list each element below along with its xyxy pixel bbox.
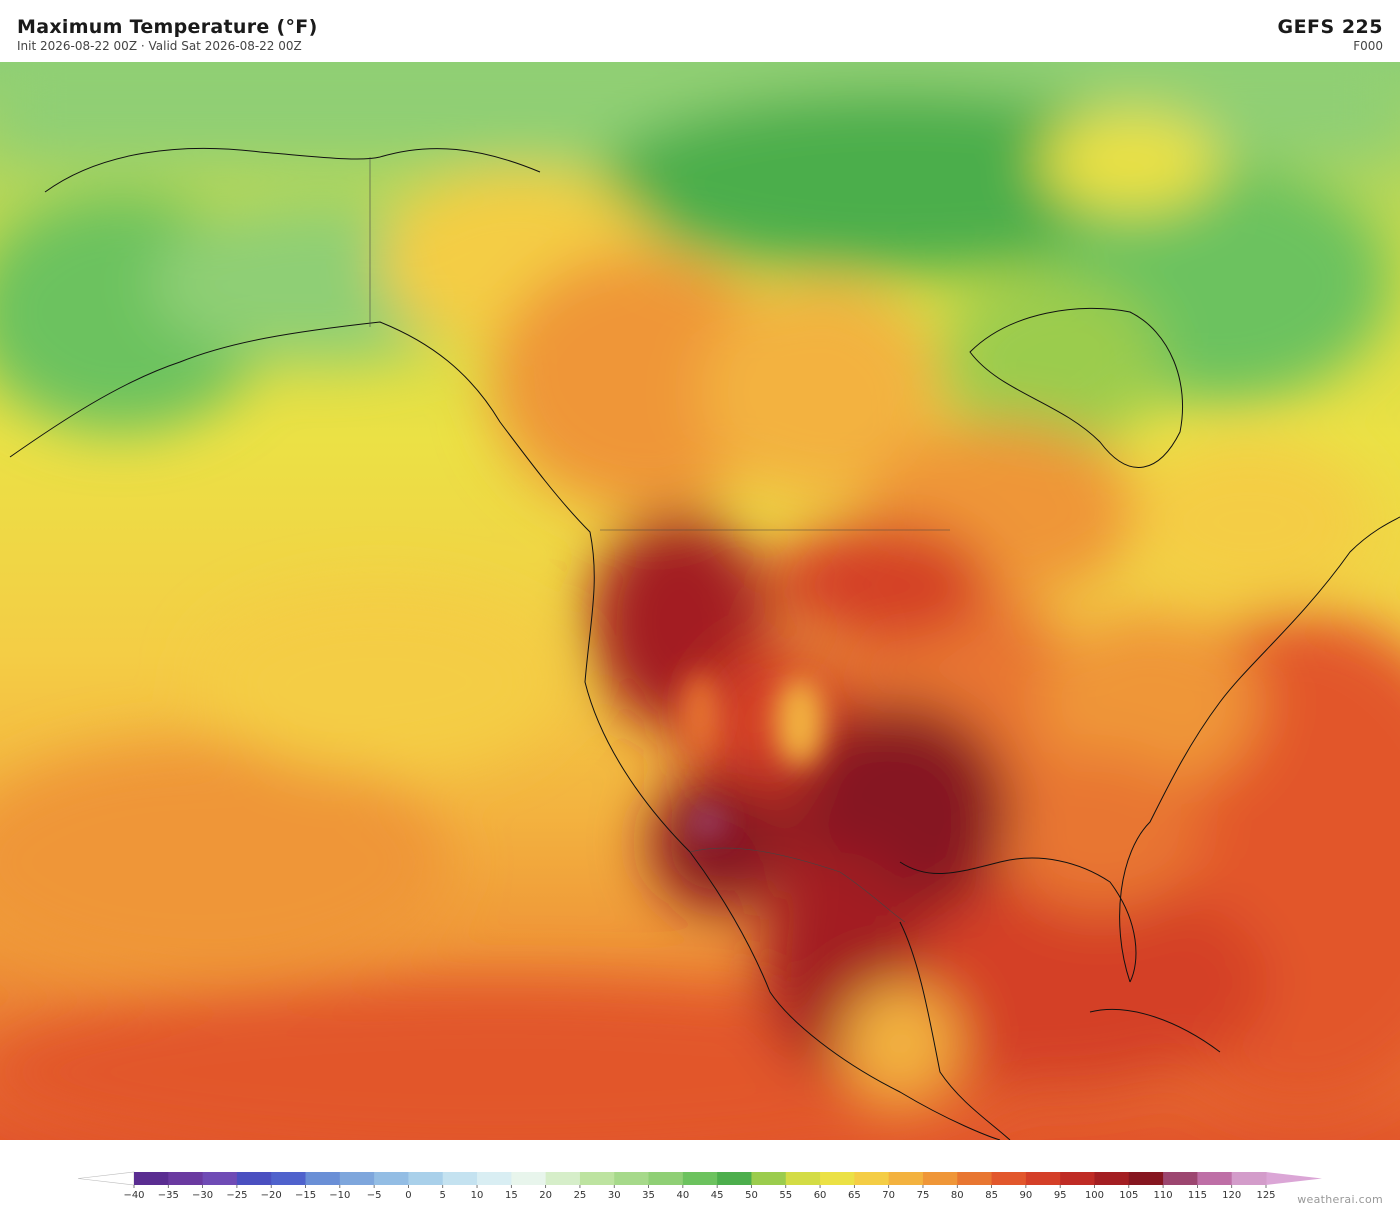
colorbar-tick-label: −35 (158, 1190, 179, 1201)
coastlines (9, 147, 1400, 1140)
colorbar-tick-label: 25 (574, 1190, 587, 1201)
borders (369, 157, 950, 923)
colorbar-bin (236, 1172, 272, 1185)
colorbar-tick-label: 10 (471, 1190, 484, 1201)
colorbar-bin (339, 1172, 375, 1185)
colorbar-bin (648, 1172, 684, 1185)
colorbar-tick-label: 15 (505, 1190, 518, 1201)
colorbar-bin (134, 1172, 169, 1185)
colorbar-bin (168, 1172, 204, 1185)
colorbar-bin (511, 1172, 547, 1185)
colorbar-over (1266, 1172, 1322, 1185)
credit: weatherai.com (1297, 1193, 1383, 1206)
colorbar-tick-label: 40 (676, 1190, 689, 1201)
colorbar-bin (854, 1172, 890, 1185)
colorbar-bin (442, 1172, 478, 1185)
colorbar-bin (374, 1172, 409, 1185)
colorbar-tick-label: −40 (123, 1190, 144, 1201)
colorbar-bin (751, 1172, 787, 1185)
colorbar-bin (922, 1172, 958, 1185)
colorbar-bin (305, 1172, 341, 1185)
colorbar-bin (991, 1172, 1027, 1185)
colorbar-tick-label: 5 (440, 1190, 446, 1201)
colorbar-tick-label: 60 (814, 1190, 827, 1201)
colorbar-tick-label: −30 (192, 1190, 213, 1201)
colorbar-bin (202, 1172, 238, 1185)
colorbar-bin (957, 1172, 993, 1185)
colorbar-tick-label: 85 (985, 1190, 998, 1201)
map (0, 62, 1400, 1140)
subtitle: Init 2026-08-22 00Z · Valid Sat 2026-08-… (17, 39, 302, 53)
colorbar-bin (1231, 1172, 1267, 1185)
colorbar-bin (271, 1172, 307, 1185)
colorbar-tick-label: 120 (1222, 1190, 1241, 1201)
colorbar-bin (579, 1172, 615, 1185)
hot-spots (682, 672, 825, 836)
colorbar-tick-label: 55 (779, 1190, 792, 1201)
colorbar-bin (1060, 1172, 1095, 1185)
colorbar-tick-label: −15 (295, 1190, 316, 1201)
colorbar-tick-label: 50 (745, 1190, 758, 1201)
colorbar-under (77, 1171, 135, 1186)
colorbar-tick-label: 125 (1256, 1190, 1275, 1201)
colorbar-tick-label: 0 (405, 1190, 411, 1201)
colorbar-tick-label: 45 (711, 1190, 724, 1201)
colorbar-tick-label: 115 (1188, 1190, 1207, 1201)
colorbar-tick-label: 30 (608, 1190, 621, 1201)
colorbar-tick-label: 80 (951, 1190, 964, 1201)
colorbar-bin (888, 1172, 924, 1185)
colorbar-tick-label: 105 (1119, 1190, 1138, 1201)
colorbar-bin (1197, 1172, 1233, 1185)
colorbar-tick-label: 20 (539, 1190, 552, 1201)
colorbar-bin (614, 1172, 650, 1185)
colorbar-bin (408, 1172, 444, 1185)
colorbar-tick-label: 95 (1054, 1190, 1067, 1201)
colorbar-tick-label: 110 (1154, 1190, 1173, 1201)
colorbar-bin (1163, 1172, 1198, 1185)
colorbar-bin (1094, 1172, 1130, 1185)
colorbar-bin (682, 1172, 718, 1185)
colorbar-tick-label: −10 (329, 1190, 350, 1201)
colorbar-tick-label: 35 (642, 1190, 655, 1201)
colorbar-bin (717, 1172, 752, 1185)
colorbar-bin (477, 1172, 512, 1185)
model-label: GEFS 225 (1277, 16, 1383, 38)
colorbar-bin (1025, 1172, 1061, 1185)
colorbar-tick-label: 100 (1085, 1190, 1104, 1201)
colorbar-bin (785, 1172, 821, 1185)
forecast-hour: F000 (1353, 39, 1383, 53)
colorbar-tick-label: 70 (882, 1190, 895, 1201)
colorbar-bin (820, 1172, 855, 1185)
colorbar: −40 −35 −30 −25 −20 −15 −10 −5 0 5 10 15 20 25 30 35 40 4… (77, 1171, 1322, 1201)
colorbar-tick-label: 65 (848, 1190, 861, 1201)
title: Maximum Temperature (°F) (17, 16, 318, 38)
colorbar-tick-label: 75 (917, 1190, 930, 1201)
colorbar-tick-label: −5 (367, 1190, 382, 1201)
colorbar-bin (1128, 1172, 1164, 1185)
temperature-field (0, 62, 1400, 1140)
colorbar-tick-label: 90 (1020, 1190, 1033, 1201)
colorbar-tick-label: −20 (261, 1190, 282, 1201)
colorbar-tick-label: −25 (226, 1190, 247, 1201)
colorbar-bin (545, 1172, 581, 1185)
